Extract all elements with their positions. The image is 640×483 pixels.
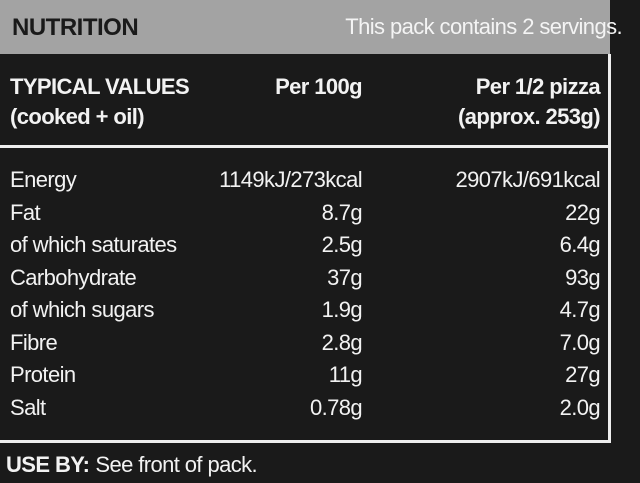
column-header: (cooked + oil)	[10, 104, 145, 129]
column-header: TYPICAL VALUES	[10, 74, 190, 99]
row-value: 27g	[565, 362, 601, 387]
row-value: 0.78g	[309, 394, 363, 420]
title: NUTRITION	[12, 14, 139, 41]
footer-text: See front of pack.	[95, 452, 258, 477]
divider	[0, 145, 610, 148]
row-value: 6.4g	[559, 232, 601, 257]
row-label: of which saturates	[10, 232, 177, 257]
footer: USE BY: See front of pack.	[6, 452, 258, 478]
row-value: 93g	[565, 264, 601, 290]
row-label: Fibre	[10, 329, 58, 355]
servings: This pack contains 2 servings.	[345, 14, 622, 39]
row-value: 2907kJ/691kcal	[455, 167, 601, 192]
row-value: 22g	[565, 199, 601, 225]
row-value: 7.0g	[559, 329, 601, 355]
frame	[0, 54, 611, 443]
row-label: Fat	[10, 199, 41, 225]
header-band	[0, 0, 610, 54]
column-header: Per 1/2 pizza	[475, 74, 601, 99]
row-value: 2.5g	[321, 232, 363, 257]
column-header: (approx. 253g)	[458, 104, 601, 129]
footer-label: USE BY:	[6, 452, 90, 477]
column-header: Per 100g	[275, 74, 363, 99]
row-label: Salt	[10, 394, 46, 420]
row-value: 2.8g	[321, 329, 363, 355]
row-label: Carbohydrate	[10, 264, 137, 290]
row-label: Protein	[10, 362, 76, 387]
row-value: 8.7g	[321, 199, 363, 225]
row-value: 37g	[327, 264, 363, 290]
row-value: 2.0g	[559, 394, 601, 420]
row-label: Energy	[10, 167, 77, 192]
row-label: of which sugars	[10, 297, 154, 322]
row-value: 1.9g	[321, 297, 363, 322]
row-value: 1149kJ/273kcal	[219, 167, 362, 192]
row-value: 11g	[328, 362, 363, 387]
row-value: 4.7g	[559, 297, 601, 322]
